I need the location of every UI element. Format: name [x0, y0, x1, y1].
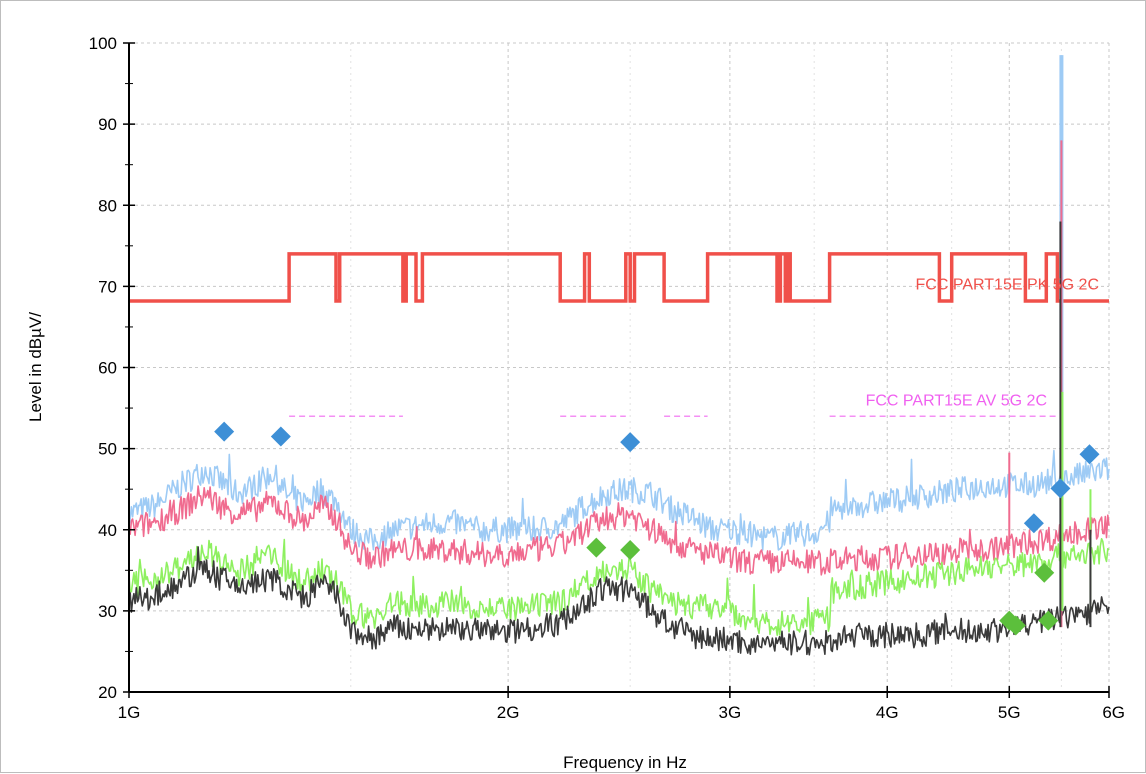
x-tick-label: 3G [719, 703, 742, 722]
y-tick-label: 90 [98, 115, 117, 134]
y-tick-label: 20 [98, 683, 117, 702]
av-marker [1005, 615, 1026, 636]
pk-marker [620, 432, 641, 453]
limit-line-labels: FCC PART15E PK 5G 2C FCC PART15E AV 5G 2C [866, 277, 1099, 410]
y-tick-label: 50 [98, 440, 117, 459]
y-axis-title: Level in dBµV/ [26, 312, 45, 422]
pk-marker [270, 426, 291, 447]
trace-pk-vertical [128, 485, 1110, 576]
peak-markers [214, 421, 1100, 636]
y-tick-label: 70 [98, 277, 117, 296]
grid-lines [128, 42, 1110, 693]
av-limit-label: FCC PART15E AV 5G 2C [866, 393, 1047, 410]
y-tick-label: 30 [98, 602, 117, 621]
pk-marker [214, 421, 235, 442]
x-tick-label: 5G [998, 703, 1021, 722]
x-tick-label: 4G [876, 703, 899, 722]
pk-marker [1050, 478, 1071, 499]
axes: 20 30 40 50 60 70 80 90 100 1G 2G 3G 4G 5G 6G [89, 34, 1125, 722]
y-tick-label: 100 [89, 34, 117, 53]
limit-line-pk [129, 252, 1109, 303]
pk-marker [1023, 513, 1044, 534]
x-axis-title: Frequency in Hz [563, 753, 687, 772]
av-marker [1034, 562, 1055, 583]
trace-pk-horizontal [128, 449, 1110, 551]
y-tick-label: 80 [98, 196, 117, 215]
pk-limit-label: FCC PART15E PK 5G 2C [916, 277, 1099, 294]
x-tick-label: 2G [497, 703, 520, 722]
measurement-traces [128, 55, 1110, 656]
x-tick-label: 6G [1102, 703, 1125, 722]
limit-lines [129, 252, 1109, 417]
x-tick-label: 1G [118, 703, 141, 722]
pk-marker [1079, 444, 1100, 465]
av-marker [620, 540, 641, 561]
y-tick-label: 60 [98, 359, 117, 378]
trace-av-vertical [128, 546, 1110, 656]
av-marker [1038, 610, 1059, 631]
av-marker [586, 537, 607, 558]
y-tick-label: 40 [98, 521, 117, 540]
